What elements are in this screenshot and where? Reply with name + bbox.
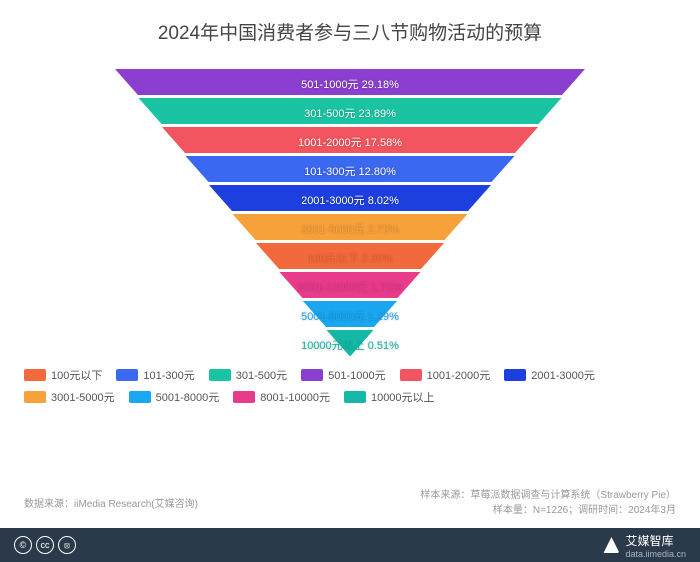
legend-item: 100元以下 xyxy=(24,367,102,383)
cc-icons: ©cc⦻ xyxy=(14,536,76,554)
legend-label: 301-500元 xyxy=(236,367,287,383)
brand-url: data.iimedia.cn xyxy=(625,549,686,559)
funnel-slice-label: 2001-3000元 8.02% xyxy=(301,192,399,208)
cc-icon: © xyxy=(14,536,32,554)
legend-item: 501-1000元 xyxy=(301,367,386,383)
legend-swatch xyxy=(209,369,231,381)
funnel-slice-label: 101-300元 12.80% xyxy=(304,163,396,179)
funnel-chart: 501-1000元 29.18% 301-500元 23.89% 1001-2000… xyxy=(0,69,700,359)
funnel-slice-label: 10000元以上 0.51% xyxy=(301,337,399,353)
cc-icon: ⦻ xyxy=(58,536,76,554)
legend-item: 8001-10000元 xyxy=(233,389,330,405)
legend-label: 101-300元 xyxy=(143,367,194,383)
legend-label: 3001-5000元 xyxy=(51,389,115,405)
legend-swatch xyxy=(504,369,526,381)
legend-swatch xyxy=(233,391,255,403)
source-right-line2: 样本量：N=1226；调研时间：2024年3月 xyxy=(420,503,676,518)
legend-swatch xyxy=(301,369,323,381)
legend-item: 3001-5000元 xyxy=(24,389,115,405)
legend-item: 101-300元 xyxy=(116,367,194,383)
legend: 100元以下 101-300元 301-500元 501-1000元 1001-2000… xyxy=(0,359,700,405)
legend-label: 2001-3000元 xyxy=(531,367,595,383)
funnel-slice-label: 5001-8000元 1.19% xyxy=(301,308,399,324)
source-right-line1: 样本来源：草莓派数据调查与计算系统（Strawberry Pie） xyxy=(420,488,676,503)
funnel-slice-label: 1001-2000元 17.58% xyxy=(298,134,402,150)
legend-label: 8001-10000元 xyxy=(260,389,330,405)
brand-logo-icon xyxy=(603,537,619,553)
footer-bar: ©cc⦻ 艾媒智库 data.iimedia.cn xyxy=(0,528,700,562)
brand: 艾媒智库 data.iimedia.cn xyxy=(603,532,686,559)
source-left: 数据来源：iiMedia Research(艾媒咨询) xyxy=(24,495,198,510)
legend-item: 5001-8000元 xyxy=(129,389,220,405)
title-text: 2024年中国消费者参与三八节购物活动的预算 xyxy=(158,23,542,44)
legend-label: 100元以下 xyxy=(51,367,102,383)
legend-swatch xyxy=(24,369,46,381)
funnel-slice-label: 301-500元 23.89% xyxy=(304,105,396,121)
cc-icon: cc xyxy=(36,536,54,554)
legend-label: 5001-8000元 xyxy=(156,389,220,405)
funnel-slice-label: 3001-5000元 2.73% xyxy=(301,221,399,237)
legend-swatch xyxy=(129,391,151,403)
legend-label: 501-1000元 xyxy=(328,367,386,383)
legend-item: 2001-3000元 xyxy=(504,367,595,383)
legend-item: 301-500元 xyxy=(209,367,287,383)
source-right: 样本来源：草莓派数据调查与计算系统（Strawberry Pie） 样本量：N=… xyxy=(420,488,676,518)
legend-label: 1001-2000元 xyxy=(427,367,491,383)
legend-swatch xyxy=(400,369,422,381)
legend-swatch xyxy=(344,391,366,403)
legend-label: 10000元以上 xyxy=(371,389,435,405)
legend-item: 10000元以上 xyxy=(344,389,435,405)
legend-item: 1001-2000元 xyxy=(400,367,491,383)
funnel-slice-label: 8001-10000元 1.71% xyxy=(298,279,402,295)
brand-name: 艾媒智库 xyxy=(625,534,673,548)
legend-swatch xyxy=(116,369,138,381)
chart-title: 2024年中国消费者参与三八节购物活动的预算 xyxy=(0,0,700,45)
funnel-slice-label: 501-1000元 29.18% xyxy=(301,76,399,92)
funnel-slice-label: 100元以下 2.39% xyxy=(307,250,393,266)
legend-swatch xyxy=(24,391,46,403)
